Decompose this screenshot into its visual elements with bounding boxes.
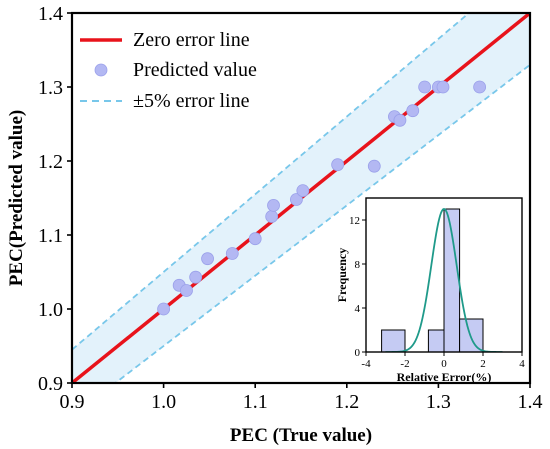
inset-x-tick-label: -2 [400,358,409,370]
data-point [331,158,345,172]
y-tick-label: 1.0 [38,299,63,321]
legend-zero-line-label: Zero error line [133,29,250,51]
inset-tick-labels: -4 -2 0 2 4 0 4 8 12 [349,215,525,370]
data-point [296,184,310,198]
inset-x-axis-title: Relative Error(%) [397,370,492,384]
y-tick-label: 1.1 [38,225,63,247]
inset-y-tick-label: 4 [355,303,361,315]
legend-predicted-label: Predicted value [133,59,257,81]
data-point [157,302,171,316]
histogram-bar [427,329,445,352]
data-point [473,80,487,94]
data-point [201,252,214,266]
predicted-points-layer [157,80,487,316]
data-point [393,113,407,127]
data-point [436,80,450,94]
data-point [225,247,239,260]
data-point [418,80,432,94]
main-axes [70,11,532,385]
data-point [248,232,262,246]
normal-fit-curve [385,208,503,352]
legend-predicted-marker [94,63,108,77]
inset-x-tick-label: 2 [480,358,486,370]
x-tick-label: 1.4 [518,391,543,413]
data-point [265,210,279,223]
inset-curve-layer [385,208,503,352]
inset-x-tick-label: -4 [361,358,371,370]
legend: Zero error line Predicted value ±5% erro… [80,29,257,112]
y-tick-label: 0.9 [38,373,63,395]
histogram-bar [381,329,406,352]
x-tick-label: 0.9 [60,391,85,413]
lower-error-line [113,64,530,383]
upper-error-line [72,13,471,351]
plot-frame [70,11,532,385]
x-tick-label: 1.0 [151,391,176,413]
x-tick-label: 1.2 [334,391,359,413]
legend-band-line-label: ±5% error line [133,90,250,112]
data-point [290,193,303,206]
x-tick-label: 1.3 [426,391,451,413]
inset-y-tick-label: 12 [349,215,360,227]
y-tick-label: 1.3 [38,77,63,99]
inset-y-axis-title: Frequency [335,248,349,302]
inset-y-tick-label: 0 [355,347,361,359]
y-axis-title: PEC(Predicted value) [6,110,27,286]
data-point [406,104,420,118]
data-point [180,284,193,297]
x-axis-title: PEC (True value) [230,425,372,446]
inset-x-tick-label: 0 [441,358,447,370]
data-point [367,159,381,173]
y-tick-label: 1.4 [38,3,63,25]
data-point [267,198,280,212]
inset-y-tick-label: 8 [355,259,361,271]
data-point [189,270,203,284]
y-tick-label: 1.2 [38,151,63,173]
x-tick-label: 1.1 [243,391,268,413]
main-tick-labels: 0.9 1.0 1.1 1.2 1.3 1.4 0.9 1.0 1.1 1.2 1.3 1.4 [38,3,543,413]
inset-x-tick-label: 4 [519,358,525,370]
